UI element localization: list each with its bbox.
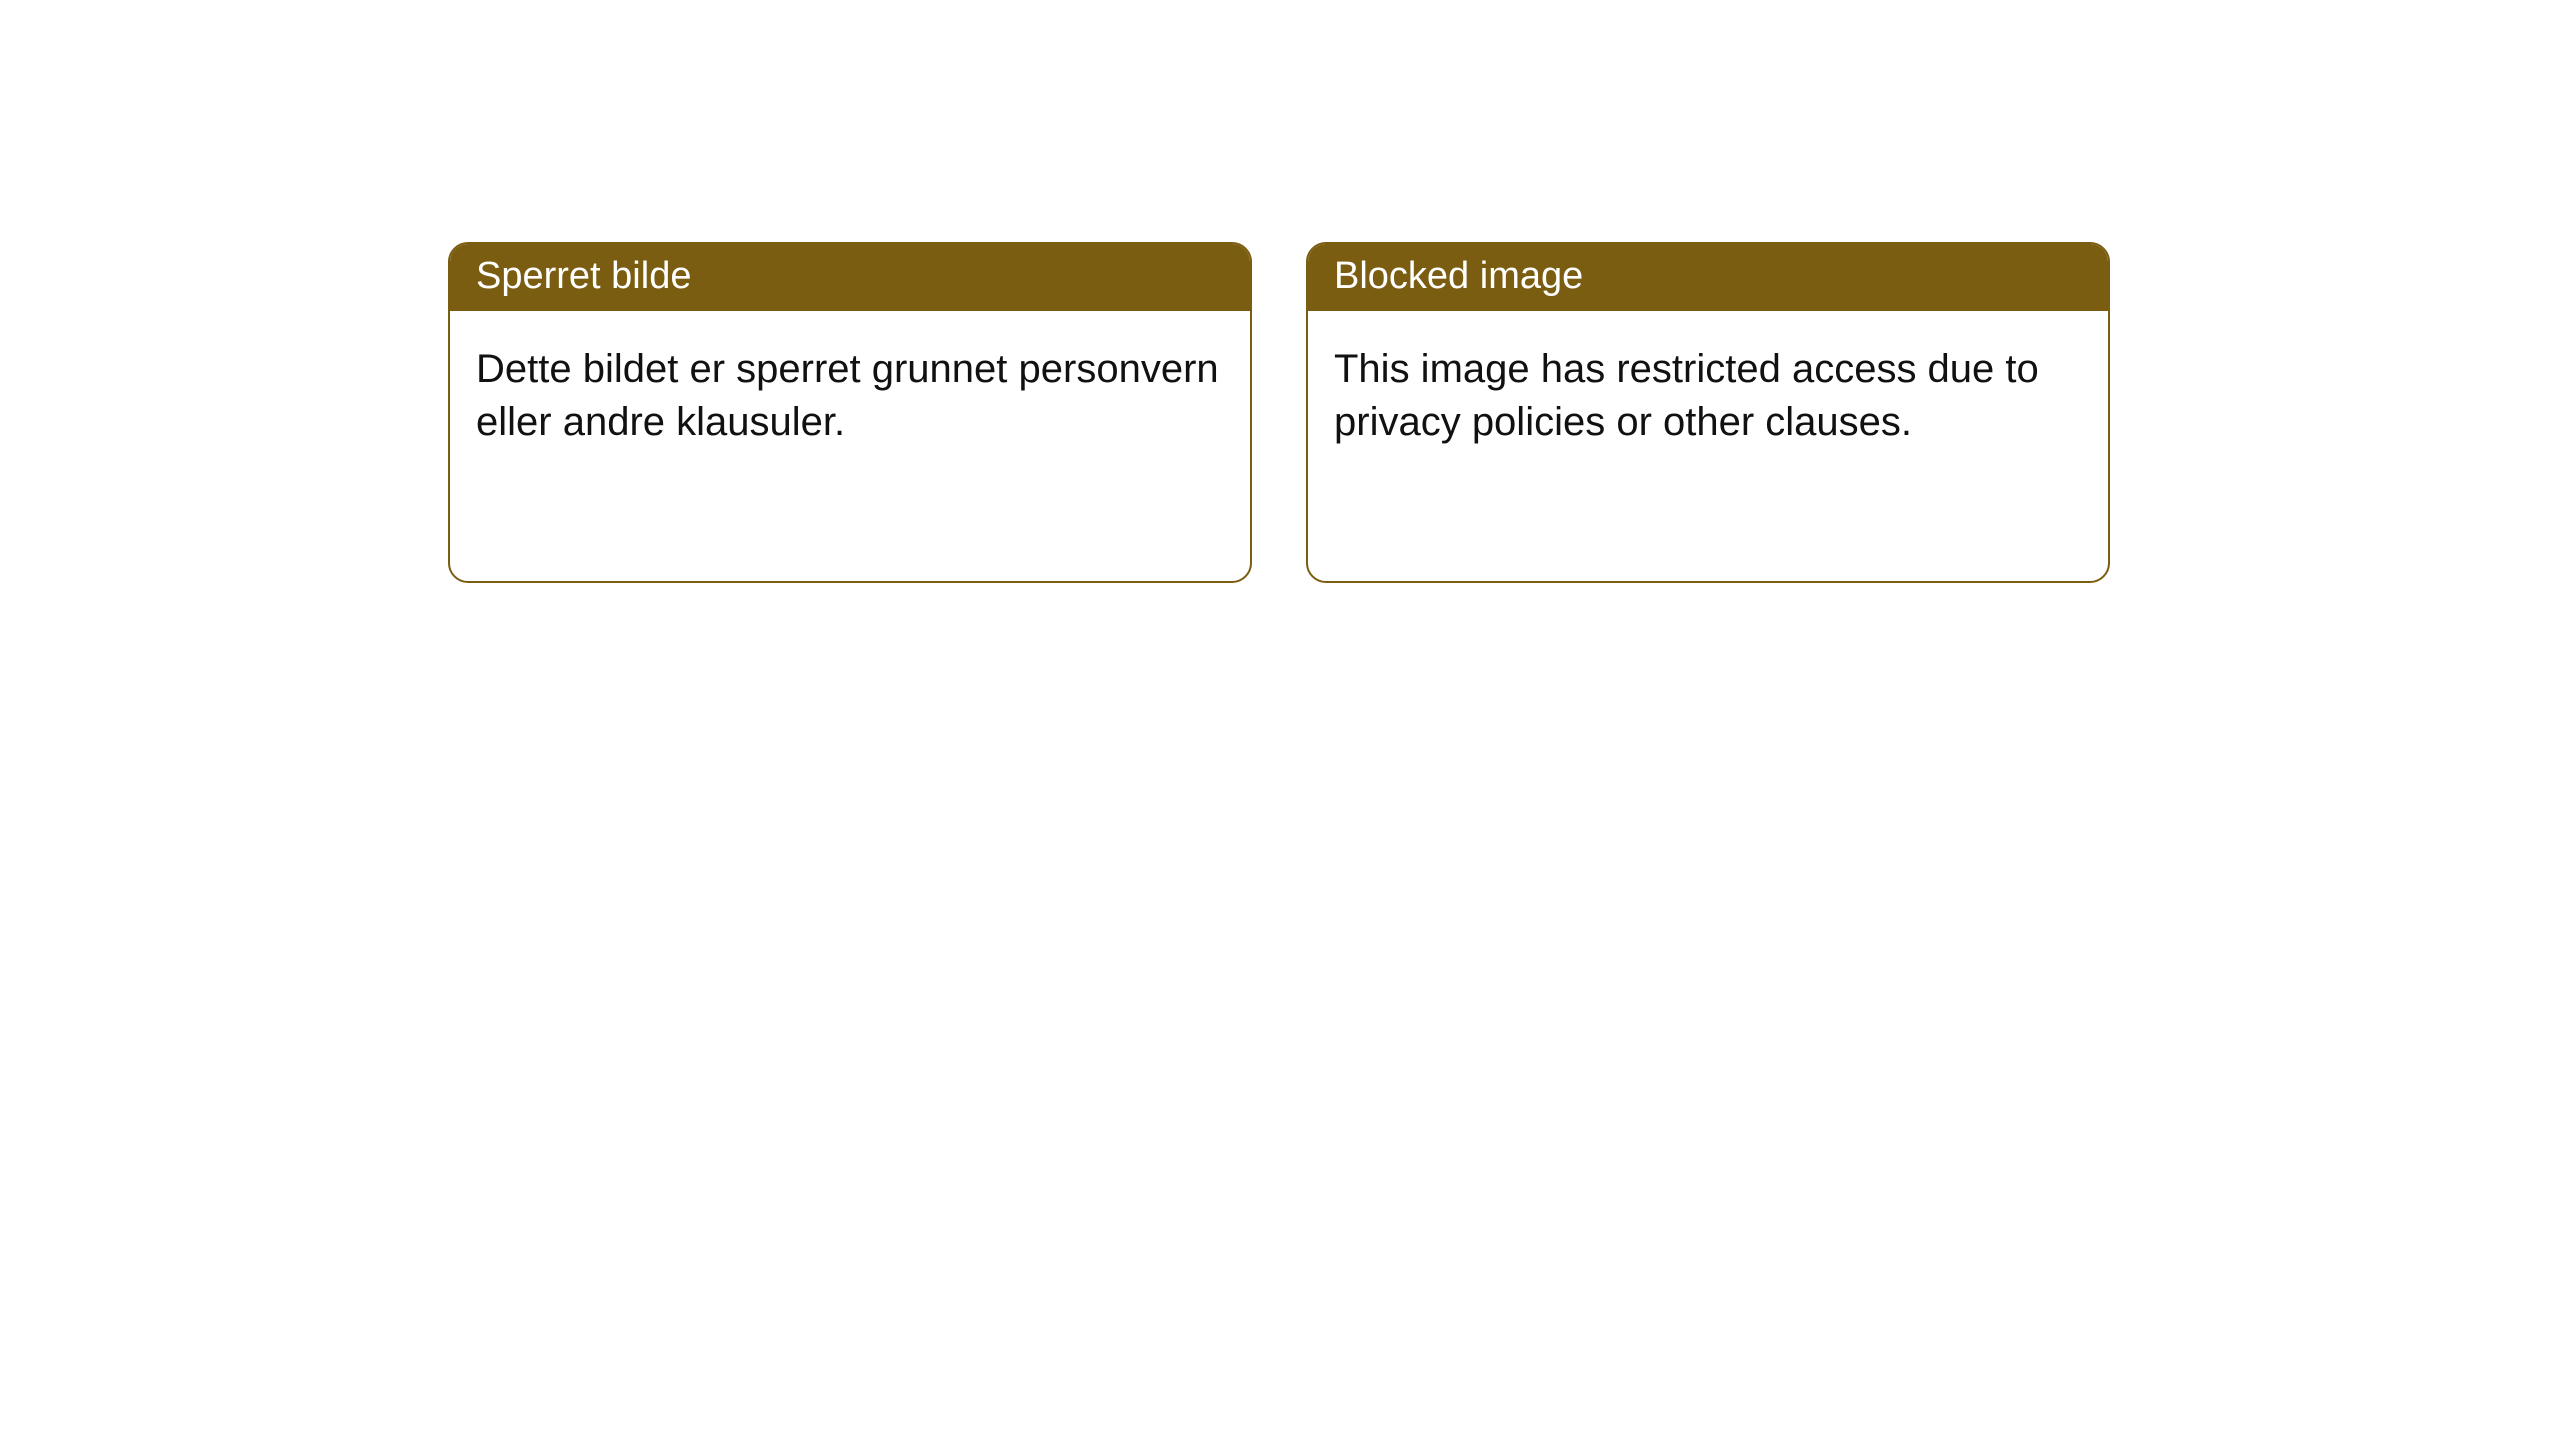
card-header-no: Sperret bilde (450, 244, 1250, 311)
card-container: Sperret bilde Dette bildet er sperret gr… (0, 0, 2560, 583)
card-title: Sperret bilde (476, 255, 691, 297)
card-body-text: This image has restricted access due to … (1334, 347, 2039, 444)
card-body-en: This image has restricted access due to … (1308, 311, 2108, 581)
card-body-text: Dette bildet er sperret grunnet personve… (476, 347, 1219, 444)
blocked-image-card-no: Sperret bilde Dette bildet er sperret gr… (448, 242, 1252, 583)
blocked-image-card-en: Blocked image This image has restricted … (1306, 242, 2110, 583)
card-title: Blocked image (1334, 255, 1583, 297)
card-header-en: Blocked image (1308, 244, 2108, 311)
card-body-no: Dette bildet er sperret grunnet personve… (450, 311, 1250, 581)
